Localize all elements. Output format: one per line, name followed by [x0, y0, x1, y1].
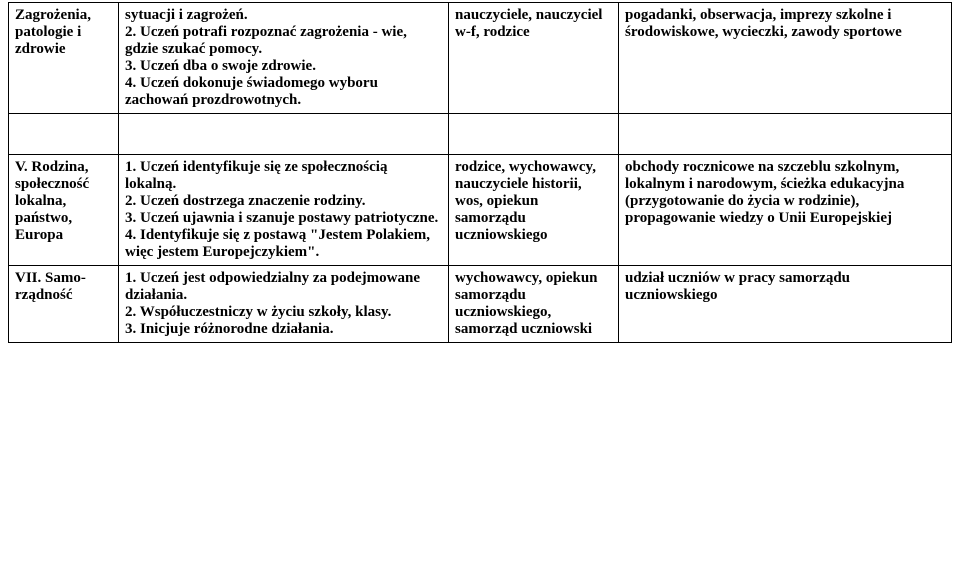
table-spacer: [9, 114, 952, 155]
cell-topic: VII. Samo-rządność: [9, 266, 119, 343]
cell-skills: sytuacji i zagrożeń.2. Uczeń potrafi roz…: [119, 3, 449, 114]
cell-topic: V. Rodzina, społeczność lokalna, państwo…: [9, 155, 119, 266]
cell-skills: 1. Uczeń identyfikuje się ze społecznośc…: [119, 155, 449, 266]
cell-topic: Zagrożenia, patologie i zdrowie: [9, 3, 119, 114]
cell-people: nauczyciele, nauczyciel w-f, rodzice: [449, 3, 619, 114]
cell-methods: obchody rocznicowe na szczeblu szkolnym,…: [619, 155, 952, 266]
table-row: Zagrożenia, patologie i zdrowie sytuacji…: [9, 3, 952, 114]
cell-skills: 1. Uczeń jest odpowiedzialny za podejmow…: [119, 266, 449, 343]
cell-methods: pogadanki, obserwacja, imprezy szkolne i…: [619, 3, 952, 114]
content-table: Zagrożenia, patologie i zdrowie sytuacji…: [8, 2, 952, 343]
table-row: V. Rodzina, społeczność lokalna, państwo…: [9, 155, 952, 266]
table-row: VII. Samo-rządność 1. Uczeń jest odpowie…: [9, 266, 952, 343]
cell-people: rodzice, wychowawcy, nauczyciele histori…: [449, 155, 619, 266]
document-page: { "table": { "rows": [ { "c1": "Zagrożen…: [0, 0, 960, 351]
cell-people: wychowawcy, opiekun samorządu uczniowski…: [449, 266, 619, 343]
cell-methods: udział uczniów w pracy samorządu uczniow…: [619, 266, 952, 343]
